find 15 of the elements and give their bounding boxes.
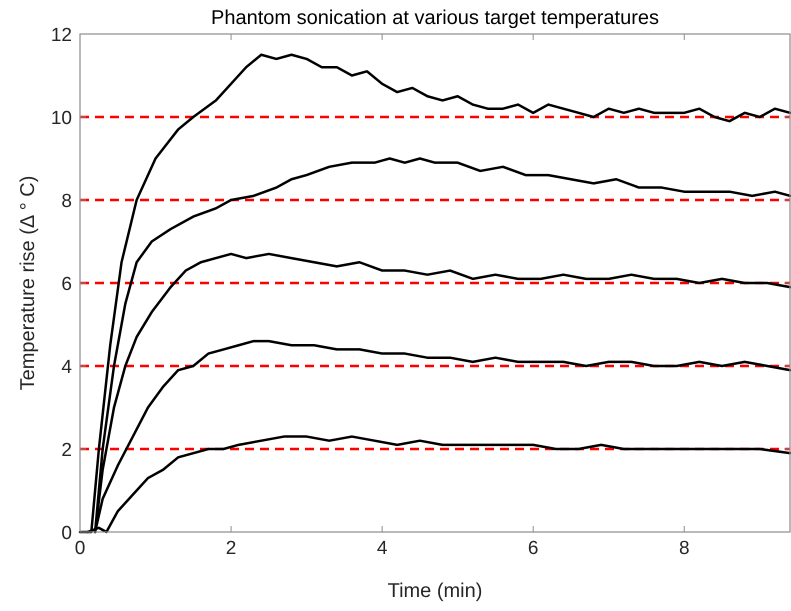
y-axis-title: Temperature rise (Δ ° C) — [17, 176, 39, 390]
x-tick-label: 6 — [528, 538, 538, 559]
y-tick-label: 2 — [61, 440, 72, 461]
y-tick-label: 8 — [61, 191, 72, 212]
x-tick-label: 0 — [74, 538, 86, 559]
y-tick-label: 0 — [61, 523, 72, 544]
x-tick-label: 8 — [678, 538, 690, 559]
x-tick-label: 2 — [226, 538, 236, 559]
y-tick-label: 6 — [61, 274, 72, 295]
x-axis-title: Time (min) — [388, 580, 482, 602]
y-tick-label: 10 — [50, 108, 72, 129]
y-tick-label: 12 — [50, 25, 72, 46]
y-tick-label: 4 — [61, 357, 72, 378]
chart-title: Phantom sonication at various target temperatures — [210, 7, 660, 29]
x-tick-label: 4 — [376, 538, 388, 559]
